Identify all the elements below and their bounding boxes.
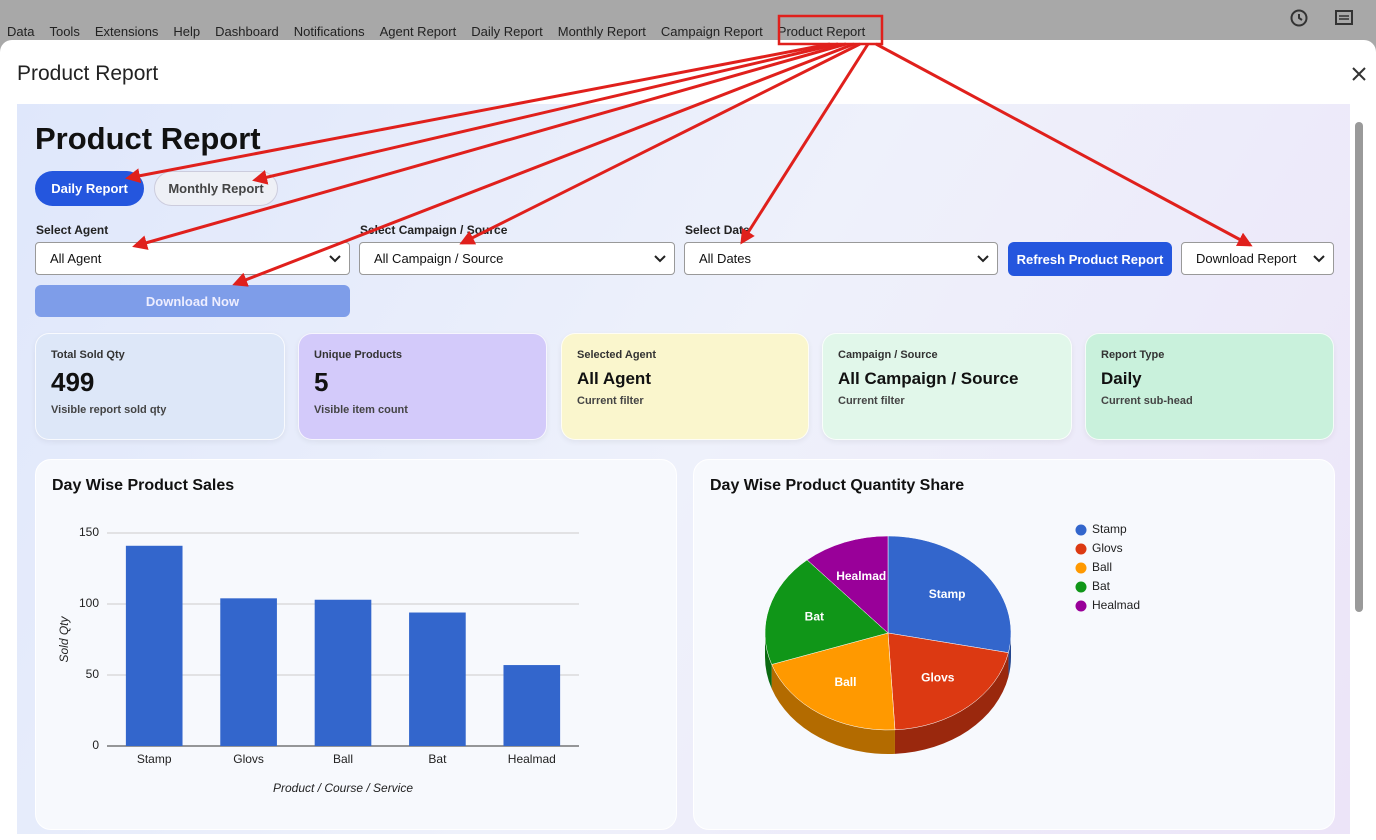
report-heading: Product Report — [35, 121, 261, 156]
stat-note: Current filter — [838, 395, 905, 407]
bar — [220, 598, 277, 746]
pie-slice — [887, 535, 1012, 653]
bar — [503, 665, 561, 746]
slice-label: Healmad — [836, 569, 886, 583]
stat-label: Campaign / Source — [838, 349, 938, 361]
stat-label: Report Type — [1101, 349, 1165, 361]
bar — [125, 545, 183, 746]
slice-label: Stamp — [929, 587, 966, 601]
slice-label: Bat — [805, 610, 824, 624]
y-tick-label: 100 — [79, 596, 99, 610]
legend-swatch — [1075, 562, 1087, 574]
select-value: All Campaign / Source — [374, 251, 504, 266]
menu-item[interactable]: Product Report — [777, 24, 866, 39]
stat-value: Daily — [1101, 369, 1142, 388]
pie-slice — [771, 632, 896, 731]
filter-label: Select Date — [685, 223, 750, 237]
stat-value: All Campaign / Source — [838, 369, 1019, 388]
menu-item[interactable]: Tools — [49, 24, 80, 39]
pie-slice — [887, 632, 1009, 731]
chart-title: Day Wise Product Sales — [52, 477, 234, 494]
stat-label: Total Sold Qty — [51, 349, 125, 361]
slice-label: Ball — [834, 675, 856, 689]
x-tick-label: Healmad — [508, 752, 556, 766]
select[interactable]: All Campaign / Source — [359, 242, 675, 275]
stat-card: Total Sold Qty 499 Visible report sold qty — [35, 333, 285, 440]
menu-item[interactable]: Dashboard — [215, 24, 279, 39]
menu-bar: Data Tools Extensions Help Dashboard Notifica… — [7, 24, 865, 39]
pie-slice-side — [771, 664, 895, 754]
legend-label: Stamp — [1092, 522, 1127, 536]
stat-value: 5 — [314, 367, 329, 397]
pie-slice-side — [894, 652, 1009, 754]
annotation-arrows — [125, 14, 1253, 287]
toolbar-icons[interactable] — [1288, 8, 1358, 30]
menu-item[interactable]: Extensions — [94, 24, 159, 39]
stat-note: Visible item count — [314, 404, 408, 416]
select-value: All Dates — [699, 251, 752, 266]
menu-item[interactable]: Daily Report — [471, 24, 543, 39]
bar — [409, 612, 466, 746]
stat-card: Report Type Daily Current sub-head — [1085, 333, 1334, 440]
stat-label: Selected Agent — [577, 349, 657, 361]
stat-card: Campaign / Source All Campaign / Source Cu… — [822, 333, 1072, 440]
close-button[interactable] — [1352, 67, 1366, 81]
scrollbar[interactable] — [1352, 104, 1366, 834]
stat-value: All Agent — [577, 369, 651, 388]
legend-swatch — [1075, 543, 1087, 555]
select[interactable]: All Agent — [35, 242, 350, 275]
menu-item[interactable]: Notifications — [293, 24, 365, 39]
x-tick-label: Glovs — [233, 752, 264, 766]
stat-value: 499 — [51, 367, 95, 397]
select[interactable]: All Dates — [684, 242, 998, 275]
filter-label: Select Agent — [36, 223, 109, 237]
legend-label: Healmad — [1092, 598, 1140, 612]
refresh-button[interactable]: Refresh Product Report — [1008, 242, 1172, 276]
legend-label: Ball — [1092, 560, 1112, 574]
menu-item[interactable]: Agent Report — [379, 24, 457, 39]
legend-swatch — [1075, 600, 1087, 612]
y-tick-label: 0 — [92, 738, 99, 752]
stat-note: Current sub-head — [1101, 395, 1193, 407]
stat-note: Current filter — [577, 395, 644, 407]
menu-item[interactable]: Campaign Report — [660, 24, 763, 39]
select-value: Download Report — [1196, 251, 1297, 266]
pie-slice-side — [765, 633, 772, 689]
y-axis-label: Sold Qty — [57, 615, 71, 662]
dialog-title: Product Report — [17, 62, 159, 85]
legend-label: Bat — [1092, 579, 1111, 593]
stat-note: Visible report sold qty — [51, 404, 167, 416]
menu-item[interactable]: Monthly Report — [557, 24, 646, 39]
legend-label: Glovs — [1092, 541, 1123, 555]
menu-item[interactable]: Help — [173, 24, 201, 39]
x-tick-label: Bat — [428, 752, 447, 766]
x-tick-label: Ball — [333, 752, 353, 766]
chart-title: Day Wise Product Quantity Share — [710, 477, 964, 494]
x-tick-label: Stamp — [137, 752, 172, 766]
download-button[interactable]: Download Now — [35, 285, 350, 317]
legend-swatch — [1075, 524, 1087, 536]
legend-swatch — [1075, 581, 1087, 593]
y-tick-label: 50 — [86, 667, 100, 681]
y-tick-label: 150 — [79, 525, 99, 539]
select[interactable]: Download Report — [1181, 242, 1334, 275]
bar — [314, 599, 372, 746]
pie-slice — [806, 535, 889, 634]
stat-card: Unique Products 5 Visible item count — [298, 333, 547, 440]
slice-label: Glovs — [921, 671, 955, 685]
x-axis-label: Product / Course / Service — [273, 781, 413, 795]
menu-item[interactable]: Data — [7, 24, 35, 39]
stat-card: Selected Agent All Agent Current filter — [561, 333, 809, 440]
stat-label: Unique Products — [314, 349, 403, 361]
pie-slice — [764, 559, 889, 665]
select-value: All Agent — [50, 251, 102, 266]
